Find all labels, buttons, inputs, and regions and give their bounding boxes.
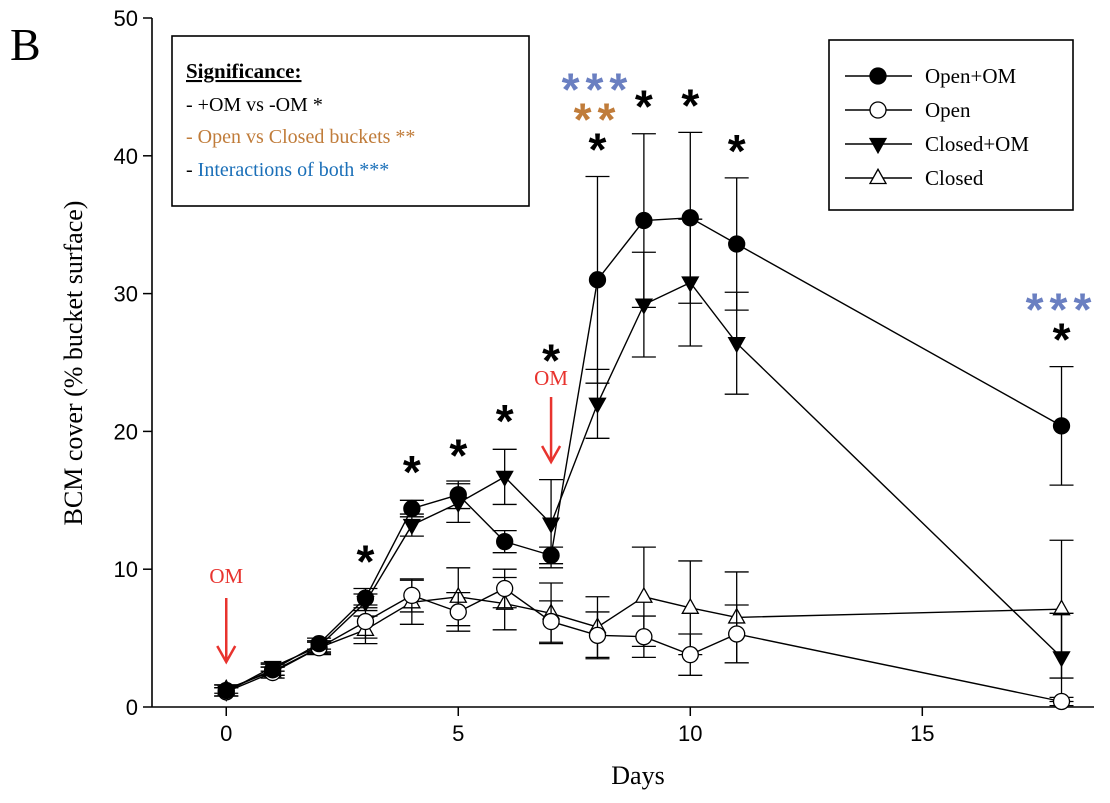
data-point — [681, 597, 700, 614]
data-point — [588, 397, 607, 414]
significance-line-open-closed-marker: ** — [395, 126, 415, 148]
significance-line-open-closed-text: - Open vs Closed buckets — [186, 126, 395, 148]
y-tick-label: 30 — [114, 282, 138, 307]
significance-line-interaction: - Interactions of both *** — [186, 159, 389, 181]
data-point — [588, 626, 607, 644]
significance-mark: * — [728, 125, 746, 177]
significance-mark: * — [449, 429, 467, 481]
om-arrow-head — [216, 645, 237, 665]
legend-items: Open+OM Open Closed+OM Closed — [845, 64, 1029, 190]
data-point — [727, 337, 746, 354]
axes: 0 5 10 15 0 10 20 30 40 50 — [114, 6, 1094, 746]
legend-marker — [868, 137, 888, 155]
data-point — [403, 499, 421, 518]
legend-label: Open — [925, 98, 971, 122]
data-point — [495, 470, 514, 487]
x-tick-label: 0 — [220, 721, 232, 746]
data-point — [449, 603, 467, 621]
data-point — [264, 661, 282, 679]
legend-marker — [869, 67, 887, 85]
data-point — [1052, 417, 1071, 435]
significance-line-open-closed: - Open vs Closed buckets ** — [186, 126, 415, 148]
significance-line-om: - +OM vs -OM * — [186, 94, 323, 116]
x-tick-label: 10 — [678, 721, 702, 746]
significance-mark: * — [681, 79, 699, 131]
y-tick-label: 50 — [114, 6, 138, 31]
data-point — [1052, 651, 1071, 668]
significance-mark: *** — [1026, 284, 1098, 336]
significance-box: Significance: - +OM vs -OM * - Open vs C… — [171, 35, 530, 207]
significance-line-interaction-dash: - — [186, 159, 198, 181]
om-arrow-head — [540, 445, 562, 465]
data-point — [496, 532, 514, 551]
legend-marker — [869, 101, 887, 119]
significance-mark: ** — [574, 93, 622, 145]
data-point — [728, 235, 746, 253]
data-point — [1052, 599, 1071, 616]
legend-label: Open+OM — [925, 64, 1016, 88]
panel-label: B — [10, 19, 41, 70]
legend-label: Closed — [925, 166, 984, 190]
legend-marker — [868, 167, 888, 185]
data-point — [681, 645, 699, 664]
data-point — [588, 271, 607, 289]
significance-mark: * — [589, 123, 607, 175]
x-axis-label: Days — [611, 761, 664, 790]
y-tick-label: 0 — [126, 695, 138, 720]
data-point — [402, 518, 421, 536]
data-point — [728, 625, 746, 643]
x-tick-label: 5 — [452, 721, 464, 746]
y-tick-label: 40 — [114, 144, 138, 169]
data-point — [635, 211, 653, 230]
significance-mark: * — [403, 446, 421, 498]
legend: Open+OM Open Closed+OM Closed — [828, 39, 1074, 211]
significance-mark: * — [1053, 314, 1071, 366]
significance-line-om-marker: * — [313, 94, 323, 116]
data-point — [356, 589, 375, 607]
data-point — [681, 209, 699, 227]
data-point — [635, 628, 653, 646]
data-point — [542, 612, 560, 631]
significance-mark: * — [357, 535, 375, 587]
significance-line-interaction-marker: *** — [359, 159, 389, 181]
om-arrow-label: OM — [209, 564, 243, 588]
significance-mark: * — [542, 334, 560, 386]
significance-line-om-text: - +OM vs -OM — [186, 94, 313, 116]
data-point — [356, 612, 375, 631]
x-tick-label: 15 — [910, 721, 934, 746]
legend-label: Closed+OM — [925, 132, 1029, 156]
data-point — [217, 681, 235, 700]
data-point — [541, 517, 561, 534]
significance-mark: *** — [562, 63, 634, 115]
data-point — [449, 486, 467, 504]
significance-line-interaction-text: Interactions of both — [198, 159, 360, 181]
data-point — [310, 634, 328, 653]
data-point — [403, 586, 421, 605]
y-tick-label: 20 — [114, 419, 138, 444]
data-point — [542, 546, 560, 565]
om-arrow-label: OM — [534, 366, 568, 390]
data-point — [496, 579, 514, 598]
series-layer — [214, 131, 1074, 711]
data-point — [1052, 692, 1071, 711]
significance-mark: * — [496, 395, 514, 447]
significance-mark: * — [635, 81, 653, 133]
y-axis-label: BCM cover (% bucket surface) — [59, 201, 88, 526]
y-tick-label: 10 — [114, 557, 138, 582]
data-point — [634, 586, 653, 603]
significance-title: Significance: — [186, 59, 302, 83]
series-open-om — [214, 131, 1074, 700]
